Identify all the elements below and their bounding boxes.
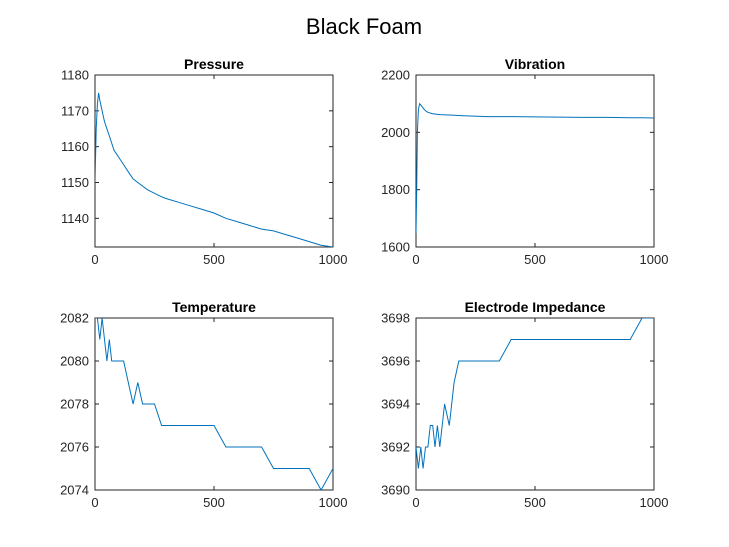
pressure-axes-box [94,74,334,248]
temperature-title: Temperature [172,299,256,315]
pressure-xtick-label: 1000 [319,252,348,267]
temperature-ytick-label: 2082 [60,311,89,326]
pressure-ytick-label: 1160 [61,139,89,154]
electrode-impedance-ytick-label: 3698 [381,311,410,326]
vibration-subplot: Vibration 0 500 1000 1600 1800 2000 2200 [381,56,668,267]
vibration-xtick-label: 0 [412,252,419,267]
vibration-axes-box [415,74,655,248]
temperature-ytick-label: 2080 [60,354,89,369]
vibration-title: Vibration [505,56,565,72]
vibration-xtick-label: 500 [524,252,546,267]
pressure-ytick-label: 1180 [61,68,89,83]
vibration-ytick-label: 1600 [381,240,410,255]
electrode-impedance-ytick-label: 3696 [381,354,410,369]
electrode-impedance-title: Electrode Impedance [465,299,606,315]
vibration-ytick-label: 1800 [381,182,410,197]
pressure-ytick-label: 1150 [61,175,89,190]
electrode-impedance-subplot: Electrode Impedance 0 500 1000 3690 3692 3694 3… [381,299,668,510]
temperature-ytick-label: 2074 [60,483,89,498]
vibration-series-line [416,102,654,233]
temperature-subplot: Temperature 0 500 1000 2074 2076 2078 2080 2082 [60,299,347,510]
pressure-ytick-label: 1170 [61,103,89,118]
electrode-impedance-ytick-label: 3694 [381,397,410,412]
temperature-xtick-label: 1000 [319,495,348,510]
electrode-impedance-series-line [416,318,654,469]
pressure-title: Pressure [184,56,244,72]
vibration-xtick-label: 1000 [640,252,669,267]
temperature-xtick-label: 500 [203,495,225,510]
vibration-ytick-label: 2200 [381,68,410,83]
pressure-ytick-label: 1140 [61,211,89,226]
electrode-impedance-xtick-label: 0 [412,495,419,510]
temperature-ytick-label: 2078 [60,397,89,412]
temperature-axes-box [94,317,334,491]
pressure-series-line [95,92,333,247]
temperature-series-line [95,318,333,490]
pressure-subplot: Pressure 0 500 1000 1140 1150 1160 1170 1180 [61,56,347,267]
electrode-impedance-ytick-label: 3690 [381,483,410,498]
vibration-ytick-label: 2000 [381,125,410,140]
electrode-impedance-axes-box [415,317,655,491]
pressure-xtick-label: 500 [203,252,225,267]
temperature-xtick-label: 0 [91,495,98,510]
pressure-xtick-label: 0 [91,252,98,267]
subplots-container: Pressure 0 500 1000 1140 1150 1160 1170 1180 Vibr… [60,56,668,510]
temperature-ytick-label: 2076 [60,440,89,455]
figure-title: Black Foam [306,14,422,39]
electrode-impedance-xtick-label: 1000 [640,495,669,510]
electrode-impedance-xtick-label: 500 [524,495,546,510]
electrode-impedance-ytick-label: 3692 [381,440,410,455]
